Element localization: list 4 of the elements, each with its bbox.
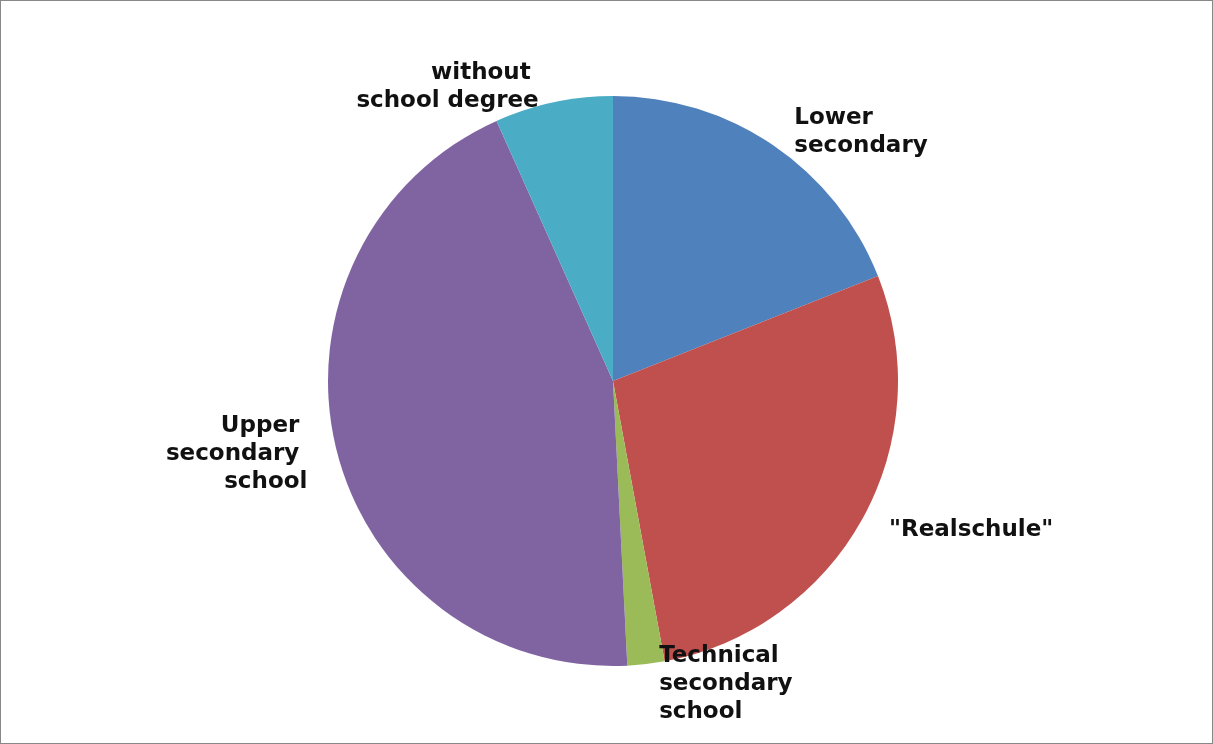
slice-label: Upper secondary school: [165, 410, 308, 493]
slice-label: without school degree: [356, 57, 539, 112]
slice-label: "Realschule": [889, 514, 1054, 541]
slice-label: Lower secondary: [794, 103, 928, 158]
